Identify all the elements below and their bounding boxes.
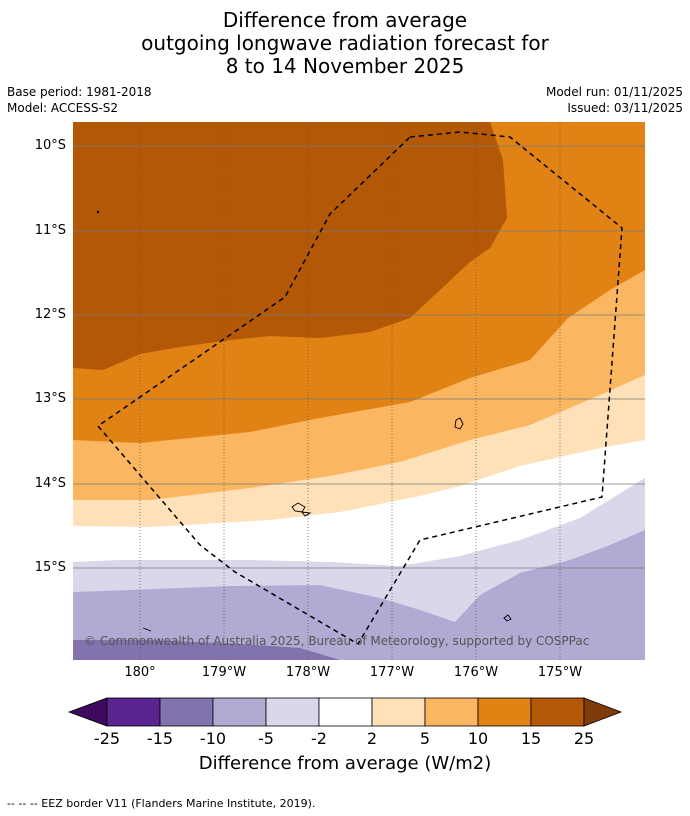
map-fields <box>73 122 645 660</box>
lat-label-14s: 14°S <box>34 476 66 491</box>
title-line-2: outgoing longwave radiation forecast for <box>141 31 549 55</box>
lon-label-178w: 178°W <box>285 665 331 680</box>
field-brown-15-25 <box>73 122 507 370</box>
eez-footnote: -- -- -- EEZ border V11 (Flanders Marine… <box>7 797 316 810</box>
model-name: Model: ACCESS-S2 <box>7 101 119 115</box>
colorbar-segment-1 <box>106 697 161 727</box>
colorbar-segment-5 <box>318 697 373 727</box>
colorbar-segment-4 <box>265 697 320 727</box>
lat-label-10s: 10°S <box>34 138 66 153</box>
lat-label-13s: 13°S <box>34 391 66 406</box>
colorbar-segment-9 <box>530 697 585 727</box>
island-d <box>503 614 512 622</box>
lat-label-15s: 15°S <box>34 560 66 575</box>
meta-left: Base period: 1981-2018 Model: ACCESS-S2 <box>7 84 152 116</box>
title-line-3: 8 to 14 November 2025 <box>225 54 465 78</box>
island-b <box>291 502 306 513</box>
eez-border <box>96 131 623 646</box>
map-copyright: © Commonwealth of Australia 2025, Bureau… <box>84 634 590 648</box>
colorbar-segment-7 <box>424 697 479 727</box>
colorbar-tick-label: 25 <box>573 729 595 748</box>
colorbar-tick-label: -25 <box>93 729 121 748</box>
colorbar-segment-6 <box>371 697 426 727</box>
lon-label-176w: 176°W <box>453 665 499 680</box>
issued-date: Issued: 03/11/2025 <box>567 101 683 115</box>
colorbar <box>67 697 623 727</box>
island-f <box>96 210 100 214</box>
lat-label-12s: 12°S <box>34 307 66 322</box>
colorbar-extend-high <box>583 697 623 727</box>
colorbar-tick-label: 5 <box>419 729 431 748</box>
colorbar-tick-label: -10 <box>199 729 227 748</box>
island-c <box>301 511 312 517</box>
colorbar-title: Difference from average (W/m2) <box>198 753 492 774</box>
colorbar-segment-8 <box>477 697 532 727</box>
title-line-1: Difference from average <box>222 8 468 32</box>
colorbar-tick-label: -5 <box>258 729 274 748</box>
colorbar-tick-label: -2 <box>311 729 327 748</box>
lat-label-11s: 11°S <box>34 223 66 238</box>
meta-right: Model run: 01/11/2025 Issued: 03/11/2025 <box>546 84 683 116</box>
lon-label-175w: 175°W <box>537 665 583 680</box>
colorbar-extend-low <box>67 697 108 727</box>
gridlines <box>73 145 645 569</box>
colorbar-tick-label: -15 <box>146 729 174 748</box>
colorbar-tick-label: 10 <box>467 729 489 748</box>
lon-label-177w: 177°W <box>369 665 415 680</box>
colorbar-tick-label: 2 <box>366 729 378 748</box>
lon-label-180: 180° <box>124 665 156 680</box>
colorbar-tick-label: 15 <box>520 729 542 748</box>
islands <box>96 210 512 632</box>
island-a <box>454 417 464 430</box>
colorbar-segment-2 <box>159 697 214 727</box>
island-e <box>142 627 152 632</box>
base-period: Base period: 1981-2018 <box>7 85 152 99</box>
field-lilac-5-10 <box>73 530 645 660</box>
model-run: Model run: 01/11/2025 <box>545 85 683 99</box>
lon-label-179w: 179°W <box>201 665 247 680</box>
chart-title: Difference from average outgoing longwav… <box>0 9 690 78</box>
colorbar-segment-3 <box>212 697 267 727</box>
